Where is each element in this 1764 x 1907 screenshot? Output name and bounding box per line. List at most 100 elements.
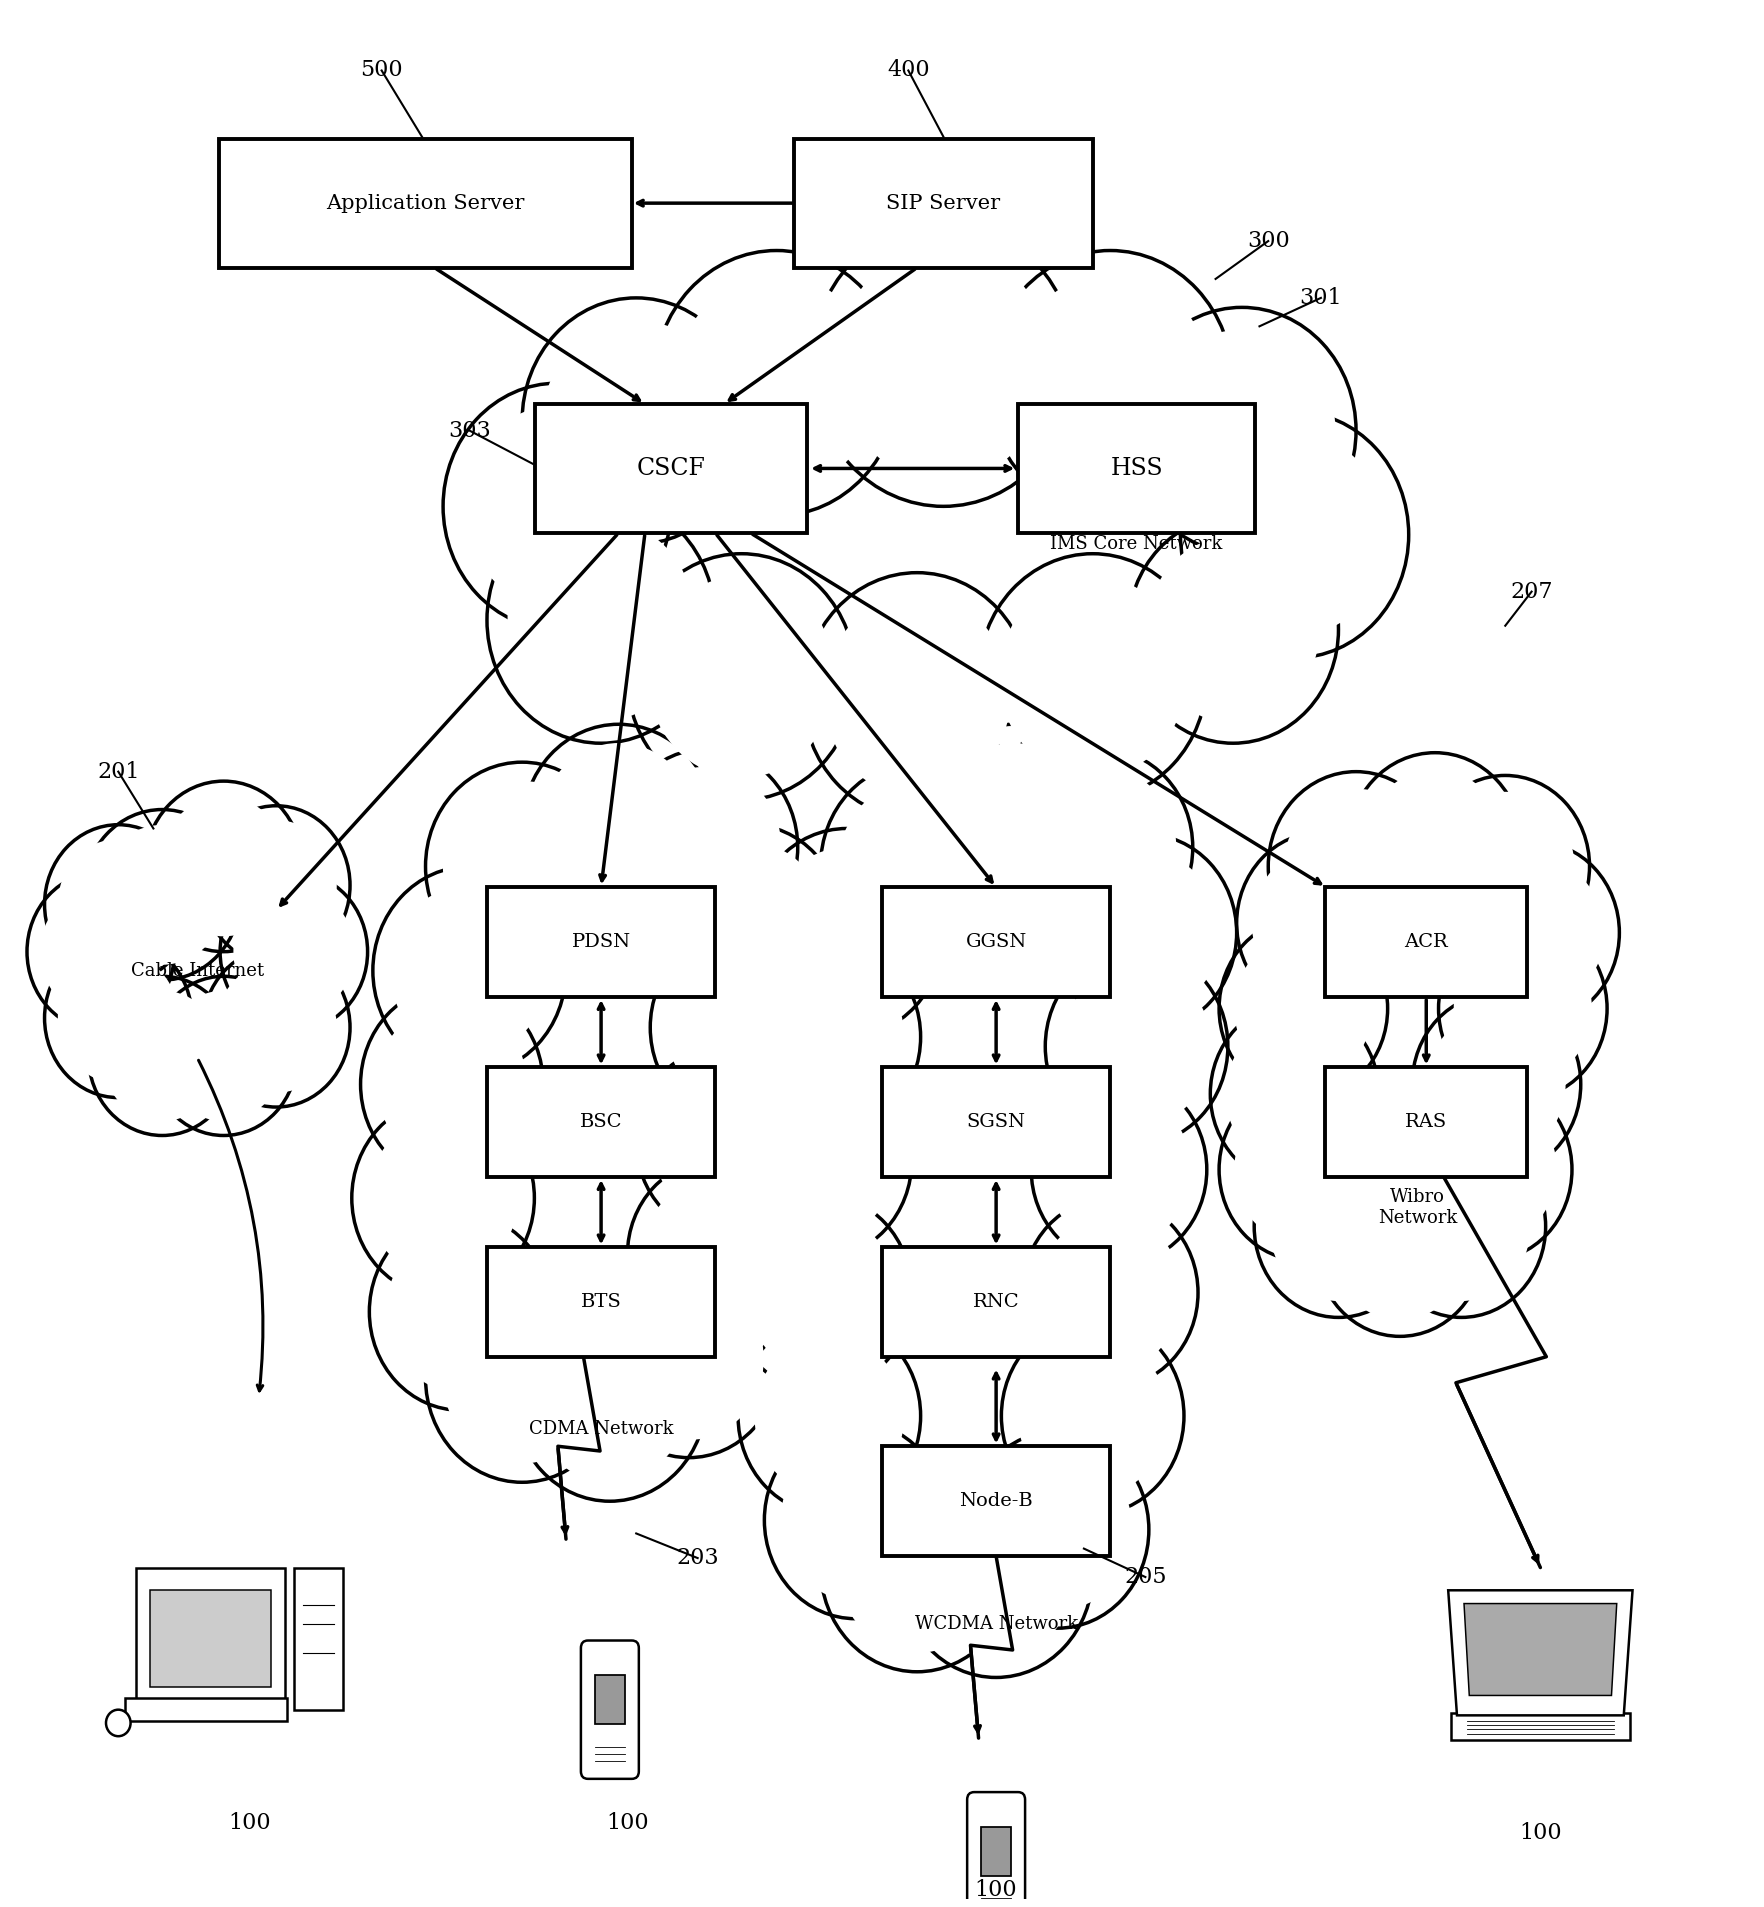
Circle shape xyxy=(1226,1018,1364,1169)
Circle shape xyxy=(644,1177,787,1333)
Circle shape xyxy=(543,320,730,523)
Circle shape xyxy=(755,1335,905,1497)
Circle shape xyxy=(979,553,1207,801)
Circle shape xyxy=(637,1047,811,1236)
FancyBboxPatch shape xyxy=(487,1247,714,1358)
Circle shape xyxy=(1427,1009,1566,1159)
Circle shape xyxy=(767,847,926,1018)
Circle shape xyxy=(369,1118,519,1280)
Circle shape xyxy=(1039,1215,1182,1371)
Text: ACR: ACR xyxy=(1404,933,1448,952)
Circle shape xyxy=(360,986,543,1182)
Circle shape xyxy=(1284,789,1429,944)
Circle shape xyxy=(1235,1095,1372,1243)
FancyBboxPatch shape xyxy=(1325,1068,1528,1177)
Circle shape xyxy=(1418,1095,1558,1243)
Circle shape xyxy=(653,1064,796,1219)
FancyBboxPatch shape xyxy=(1450,1714,1630,1739)
FancyBboxPatch shape xyxy=(219,139,632,267)
Circle shape xyxy=(425,763,619,971)
Circle shape xyxy=(508,519,695,721)
Circle shape xyxy=(917,725,1110,933)
Circle shape xyxy=(1454,934,1591,1083)
FancyBboxPatch shape xyxy=(594,1674,624,1724)
Circle shape xyxy=(1062,965,1212,1127)
Text: 303: 303 xyxy=(448,420,490,442)
Circle shape xyxy=(1055,833,1237,1032)
Circle shape xyxy=(967,1430,1148,1629)
Text: SIP Server: SIP Server xyxy=(886,195,1000,214)
Text: CSCF: CSCF xyxy=(637,458,706,481)
Circle shape xyxy=(531,1312,690,1482)
Circle shape xyxy=(811,221,1074,507)
FancyBboxPatch shape xyxy=(487,887,714,997)
FancyBboxPatch shape xyxy=(882,1446,1110,1556)
Circle shape xyxy=(1404,1079,1572,1261)
Circle shape xyxy=(540,744,699,913)
Circle shape xyxy=(372,866,566,1076)
FancyBboxPatch shape xyxy=(125,1699,288,1720)
Text: 100: 100 xyxy=(975,1878,1018,1901)
Circle shape xyxy=(97,826,228,965)
Text: GGSN: GGSN xyxy=(965,933,1027,952)
Circle shape xyxy=(764,1421,947,1619)
Circle shape xyxy=(729,1194,912,1392)
Circle shape xyxy=(628,553,856,801)
Circle shape xyxy=(44,938,192,1098)
Text: HSS: HSS xyxy=(1110,458,1162,481)
Circle shape xyxy=(58,954,178,1083)
Circle shape xyxy=(233,887,355,1016)
Circle shape xyxy=(203,948,349,1108)
Circle shape xyxy=(351,1100,534,1297)
Text: BSC: BSC xyxy=(580,1114,623,1131)
Circle shape xyxy=(1219,917,1388,1100)
Circle shape xyxy=(1127,515,1339,744)
Circle shape xyxy=(58,839,178,969)
Text: IMS Core Network: IMS Core Network xyxy=(1050,536,1222,553)
Circle shape xyxy=(803,572,1032,818)
Polygon shape xyxy=(1448,1590,1632,1716)
Text: SGSN: SGSN xyxy=(967,1114,1025,1131)
Circle shape xyxy=(88,976,236,1135)
Circle shape xyxy=(1392,1152,1531,1301)
Circle shape xyxy=(102,990,222,1121)
Text: 100: 100 xyxy=(1519,1821,1561,1844)
Circle shape xyxy=(838,1482,997,1653)
Text: Node-B: Node-B xyxy=(960,1491,1034,1510)
Text: Wibro
Network: Wibro Network xyxy=(1378,1188,1457,1226)
Circle shape xyxy=(628,1159,803,1350)
Circle shape xyxy=(106,1711,131,1735)
Circle shape xyxy=(820,1463,1014,1672)
Circle shape xyxy=(386,1230,536,1392)
Circle shape xyxy=(737,938,921,1135)
Circle shape xyxy=(660,824,841,1022)
Circle shape xyxy=(1330,1171,1469,1320)
Circle shape xyxy=(1439,917,1607,1100)
Circle shape xyxy=(746,1213,896,1373)
Circle shape xyxy=(1252,849,1390,997)
Circle shape xyxy=(1071,852,1221,1013)
Circle shape xyxy=(83,810,242,980)
FancyBboxPatch shape xyxy=(794,139,1092,267)
Circle shape xyxy=(900,1468,1092,1678)
Circle shape xyxy=(983,1449,1132,1610)
FancyBboxPatch shape xyxy=(136,1568,286,1711)
Circle shape xyxy=(836,248,1051,481)
Circle shape xyxy=(750,828,944,1037)
Circle shape xyxy=(425,1274,619,1482)
Circle shape xyxy=(1032,1076,1207,1264)
Circle shape xyxy=(647,576,834,778)
Circle shape xyxy=(1048,1093,1191,1247)
Polygon shape xyxy=(1464,1604,1618,1695)
Text: 203: 203 xyxy=(676,1547,720,1569)
FancyBboxPatch shape xyxy=(580,1640,639,1779)
Circle shape xyxy=(667,946,817,1108)
Circle shape xyxy=(1009,275,1212,492)
Circle shape xyxy=(443,782,602,952)
Circle shape xyxy=(1254,1135,1424,1318)
Text: 300: 300 xyxy=(1247,231,1289,252)
Text: 205: 205 xyxy=(1124,1566,1166,1589)
Circle shape xyxy=(162,990,284,1121)
FancyBboxPatch shape xyxy=(967,1793,1025,1907)
Circle shape xyxy=(44,824,192,984)
